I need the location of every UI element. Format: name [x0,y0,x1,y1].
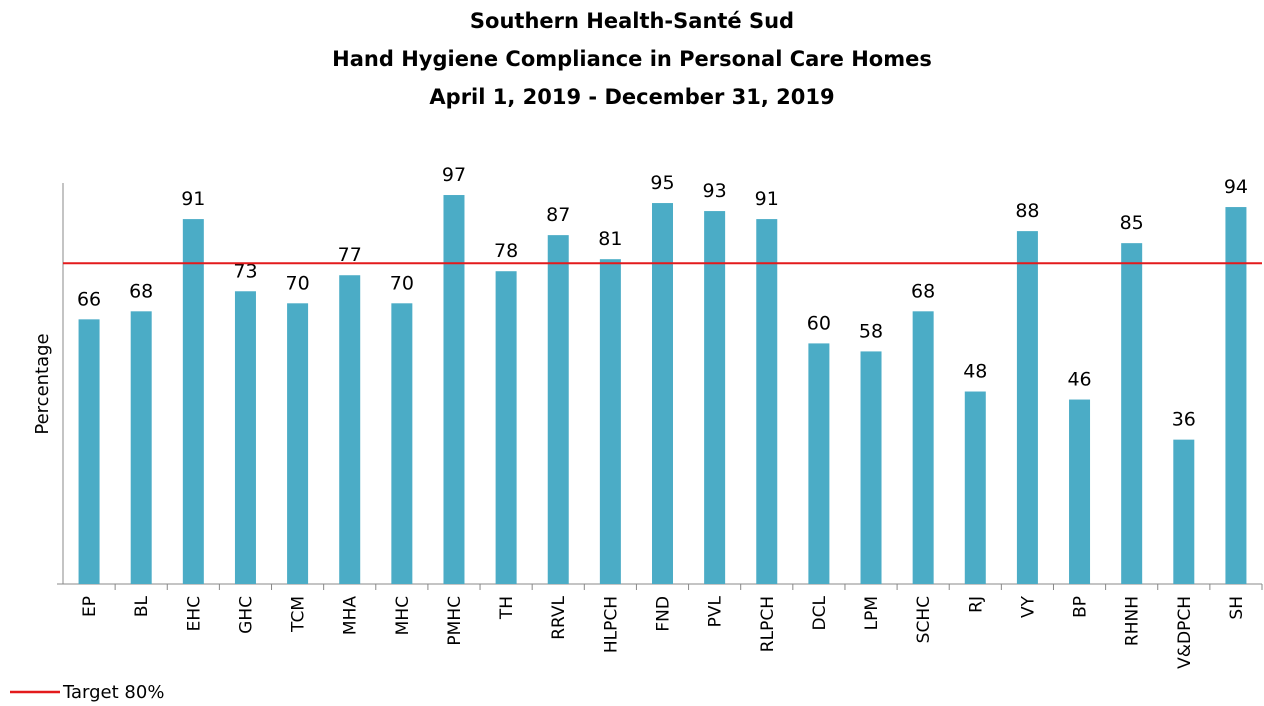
bar [1225,207,1247,584]
bar [1016,231,1038,584]
chart-title: April 1, 2019 - December 31, 2019 [429,85,834,109]
bar [1121,243,1143,584]
bar [704,211,726,584]
chart-title: Southern Health-Santé Sud [470,9,794,33]
x-tick-label: GHC [236,596,256,634]
x-tick-label: FND [654,596,674,632]
x-tick-label: MHA [341,596,361,635]
bar [599,259,621,584]
x-tick-label: LPM [862,596,882,630]
bar [443,195,465,584]
x-tick-label: SH [1227,596,1247,620]
x-tick-label: DCL [810,595,830,630]
value-label: 60 [807,312,831,334]
x-tick-label: HLPCH [601,596,621,653]
x-tick-label: BP [1071,596,1091,618]
bar [964,391,986,584]
value-label: 73 [233,260,257,282]
x-tick-label: RLPCH [758,596,778,652]
x-tick-label: EP [80,596,100,617]
value-label: 85 [1120,212,1144,234]
value-label: 66 [77,288,101,310]
value-label: 70 [390,272,414,294]
bar [182,219,204,584]
bar [339,275,361,584]
value-label: 93 [703,180,727,202]
value-label: 91 [181,188,205,210]
bar [808,343,830,584]
bar [1173,439,1195,584]
x-tick-label: BL [132,595,152,617]
value-label: 70 [285,272,309,294]
x-tick-label: V&DPCH [1175,596,1195,669]
bar [860,351,882,584]
value-label: 94 [1224,176,1248,198]
x-tick-label: TCM [289,596,309,633]
bar [287,303,309,584]
x-tick-label: RJ [966,596,986,613]
x-tick-label: EHC [184,596,204,631]
value-label: 36 [1172,409,1196,431]
legend-label: Target 80% [62,682,164,703]
bar [391,303,413,584]
value-label: 48 [963,361,987,383]
x-tick-label: PMHC [445,596,465,646]
value-label: 81 [598,228,622,250]
x-tick-label: RHNH [1123,596,1143,646]
bar [547,235,569,584]
bar [652,203,673,585]
bar [234,291,256,584]
x-tick-label: VY [1018,595,1038,618]
value-label: 78 [494,240,518,262]
value-label: 97 [442,164,466,186]
x-tick-label: MHC [393,596,413,635]
value-label: 77 [338,244,362,266]
value-label: 88 [1015,200,1039,222]
x-tick-label: PVL [706,595,726,627]
bar [1069,399,1091,584]
x-tick-label: RRVL [549,595,569,639]
bar [130,311,152,584]
value-label: 95 [650,172,674,194]
value-label: 91 [755,188,779,210]
value-label: 46 [1067,369,1091,391]
bar [78,319,100,584]
value-label: 68 [129,280,153,302]
value-label: 58 [859,320,883,342]
y-axis-label: Percentage [32,333,53,434]
value-label: 68 [911,280,935,302]
x-tick-label: SCHC [914,596,934,643]
x-tick-label: TH [497,596,517,620]
value-label: 87 [546,204,570,226]
bar [912,311,934,584]
bar [495,271,517,584]
chart-title: Hand Hygiene Compliance in Personal Care… [332,47,932,71]
bar [756,219,778,584]
